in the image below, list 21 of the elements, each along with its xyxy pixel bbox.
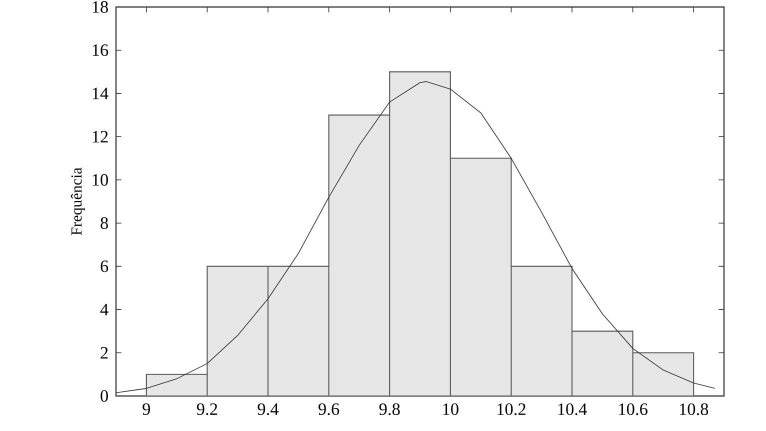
y-tick-label: 8 (100, 217, 108, 229)
x-tick-label: 9.4 (258, 403, 279, 416)
x-tick-label: 9.8 (379, 403, 400, 416)
x-tick-label: 10.6 (619, 403, 648, 416)
y-tick-label: 2 (100, 347, 108, 358)
y-tick-label: 10 (92, 174, 108, 186)
y-tick-label: 18 (92, 1, 108, 13)
y-axis-title: Frequência (70, 168, 85, 236)
y-tick-label: 4 (100, 304, 108, 316)
x-tick-label: 10 (443, 403, 458, 416)
x-tick-label: 10.2 (498, 403, 526, 416)
y-tick-label: 14 (92, 88, 108, 100)
x-tick-label: 9 (142, 403, 150, 416)
y-tick-label: 6 (100, 260, 108, 272)
y-tick-label: 16 (92, 44, 108, 56)
x-tick-label: 10.4 (558, 403, 587, 416)
y-tick-label: 0 (100, 390, 108, 402)
x-tick-label: 10.8 (680, 403, 708, 416)
x-tick-label: 9.2 (196, 403, 218, 416)
x-tick-label: 9.6 (318, 403, 340, 416)
y-tick-label: 12 (92, 130, 108, 142)
